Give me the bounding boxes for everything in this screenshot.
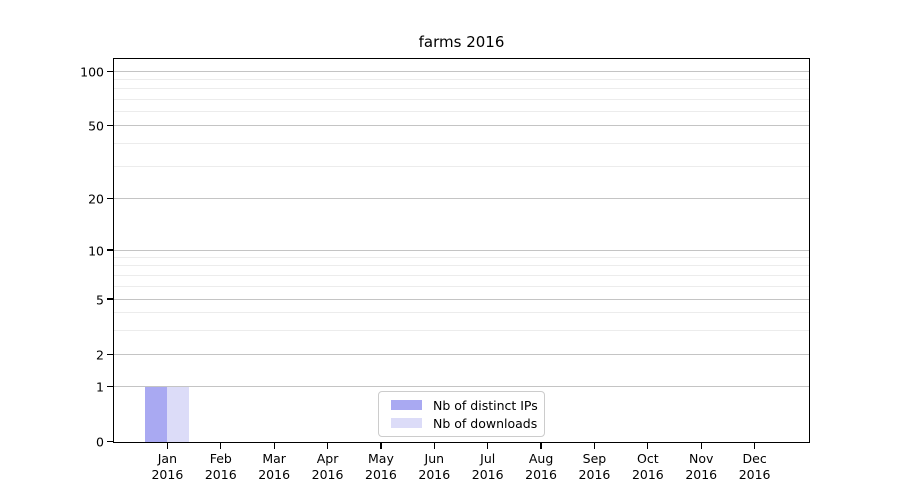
x-tick — [220, 443, 222, 449]
gridline-major — [114, 354, 809, 356]
x-tick-label: Aug 2016 — [525, 451, 557, 483]
gridline-major — [114, 249, 809, 251]
x-tick-label: Feb 2016 — [205, 451, 237, 483]
y-tick-label: 50 — [88, 118, 104, 134]
legend-label: Nb of distinct IPs — [433, 397, 538, 413]
x-tick — [326, 443, 329, 449]
bar-nb-of-downloads — [167, 387, 190, 442]
y-tick-label: 2 — [96, 347, 104, 363]
gridline-minor — [114, 256, 809, 258]
gridline-minor — [114, 99, 809, 100]
x-tick-year: 2016 — [418, 467, 451, 482]
x-tick-month: Dec — [742, 451, 767, 466]
gridline-major — [114, 386, 809, 388]
y-tick — [107, 70, 113, 72]
gridline-major — [114, 197, 809, 199]
x-tick-month: Nov — [689, 451, 714, 466]
x-tick-month: Feb — [209, 451, 232, 466]
x-tick — [380, 443, 382, 449]
x-tick-label: Nov 2016 — [685, 451, 717, 483]
x-tick — [166, 443, 168, 449]
x-tick — [433, 443, 435, 449]
legend-swatch — [391, 418, 422, 428]
chart-title: farms 2016 — [418, 33, 505, 51]
plot-area: 0 1 2 5 10 20 50 100 Jan 2016 Feb 2016 Mar 2016 Apr 201… — [80, 58, 810, 482]
y-tick — [107, 386, 113, 388]
x-tick-month: Aug — [528, 451, 554, 466]
x-tick-label: Jan 2016 — [151, 451, 183, 483]
x-tick-month: Mar — [262, 451, 286, 466]
x-tick-label: Jun 2016 — [418, 451, 450, 483]
bar-nb-of-distinct-ips — [145, 387, 168, 442]
legend-item: Nb of downloads — [391, 415, 538, 431]
x-tick — [540, 443, 542, 449]
x-tick-year: 2016 — [631, 467, 664, 482]
gridline-minor — [114, 165, 809, 167]
x-tick-year: 2016 — [258, 467, 291, 482]
gridline-minor — [114, 88, 809, 90]
legend-swatch — [391, 400, 422, 410]
x-tick-label: Oct 2016 — [632, 451, 664, 483]
x-tick-year: 2016 — [151, 467, 184, 482]
x-tick-label: May 2016 — [365, 451, 397, 483]
x-tick — [593, 443, 596, 449]
gridline-minor — [114, 285, 809, 287]
y-tick-label: 10 — [88, 243, 104, 259]
x-tick-month: Jun — [424, 451, 445, 466]
gridline-minor — [114, 143, 809, 145]
y-tick — [107, 197, 113, 199]
x-tick-month: Apr — [316, 451, 339, 466]
x-tick-year: 2016 — [471, 467, 504, 482]
y-tick — [107, 353, 113, 356]
y-tick-label: 1 — [96, 379, 104, 395]
x-tick-label: Apr 2016 — [312, 451, 344, 483]
y-tick — [107, 298, 113, 300]
legend-item: Nb of distinct IPs — [391, 397, 538, 413]
x-tick — [273, 443, 275, 449]
x-tick-year: 2016 — [311, 467, 344, 482]
x-tick — [487, 443, 489, 449]
x-tick — [647, 443, 649, 449]
legend: Nb of distinct IPs Nb of downloads — [378, 391, 545, 437]
gridline-minor — [114, 265, 809, 267]
y-tick-label: 20 — [88, 191, 104, 207]
gridline-major — [114, 298, 809, 300]
gridline-minor — [114, 79, 809, 81]
gridline-minor — [114, 312, 809, 314]
x-tick-month: May — [368, 451, 394, 466]
y-tick — [107, 249, 113, 251]
gridline-minor — [114, 111, 809, 113]
gridline-major — [114, 70, 809, 72]
gridline-minor — [114, 274, 809, 276]
x-tick-year: 2016 — [204, 467, 237, 482]
x-tick-year: 2016 — [578, 467, 611, 482]
x-tick-month: Jan — [157, 451, 178, 466]
x-tick-month: Oct — [637, 451, 659, 466]
x-tick-label: Jul 2016 — [472, 451, 504, 483]
x-tick — [700, 443, 702, 449]
x-tick — [754, 443, 756, 449]
y-tick — [107, 125, 113, 127]
x-tick-month: Sep — [582, 451, 607, 466]
y-tick-label: 100 — [80, 64, 104, 80]
x-tick-label: Dec 2016 — [739, 451, 771, 483]
x-tick-year: 2016 — [365, 467, 397, 482]
x-tick-year: 2016 — [685, 467, 718, 482]
gridline-minor — [114, 329, 809, 331]
legend-label: Nb of downloads — [433, 415, 538, 431]
y-tick-label: 5 — [96, 292, 104, 308]
gridline-major — [114, 125, 809, 127]
x-tick-year: 2016 — [525, 467, 557, 482]
y-tick-label: 0 — [96, 434, 104, 450]
x-tick-label: Mar 2016 — [258, 451, 290, 483]
x-tick-label: Sep 2016 — [579, 451, 611, 483]
x-tick-month: Jul — [480, 451, 496, 466]
x-tick-year: 2016 — [738, 467, 771, 482]
y-tick — [107, 440, 113, 442]
